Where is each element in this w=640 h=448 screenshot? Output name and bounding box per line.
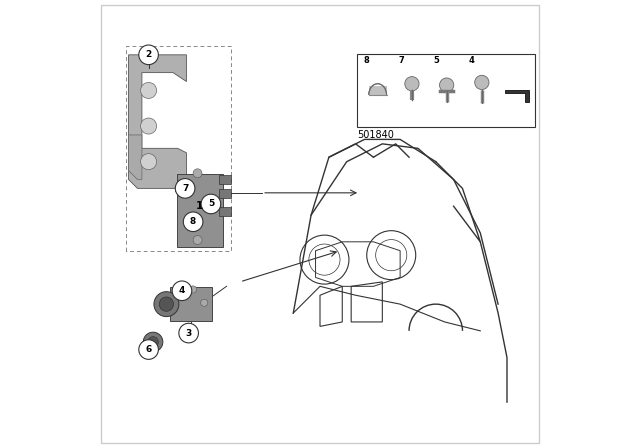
FancyBboxPatch shape (357, 54, 534, 127)
Circle shape (141, 82, 157, 99)
Circle shape (141, 154, 157, 170)
Polygon shape (505, 90, 529, 102)
Text: 7: 7 (182, 184, 188, 193)
Polygon shape (369, 86, 387, 95)
Text: 4: 4 (179, 286, 185, 295)
Text: 5: 5 (433, 56, 439, 65)
Circle shape (139, 45, 158, 65)
Text: 6: 6 (145, 345, 152, 354)
Text: 7: 7 (399, 56, 404, 65)
Circle shape (193, 169, 202, 178)
Circle shape (141, 118, 157, 134)
FancyBboxPatch shape (220, 189, 232, 198)
Circle shape (154, 292, 179, 317)
Polygon shape (129, 135, 142, 180)
Text: 8: 8 (190, 217, 196, 226)
Circle shape (475, 75, 489, 90)
Circle shape (175, 179, 195, 198)
Text: 8: 8 (364, 56, 369, 65)
Circle shape (189, 286, 196, 293)
Circle shape (143, 332, 163, 352)
FancyBboxPatch shape (220, 207, 232, 215)
Circle shape (159, 297, 173, 311)
Circle shape (405, 77, 419, 91)
Text: 4: 4 (468, 56, 474, 65)
Text: 3: 3 (186, 328, 192, 338)
FancyBboxPatch shape (220, 176, 232, 185)
Circle shape (440, 78, 454, 92)
Circle shape (183, 212, 203, 232)
Polygon shape (129, 55, 186, 188)
Circle shape (139, 340, 158, 359)
Circle shape (148, 336, 158, 347)
Circle shape (172, 281, 192, 301)
Text: 2: 2 (145, 50, 152, 59)
FancyBboxPatch shape (177, 174, 223, 247)
FancyBboxPatch shape (170, 287, 212, 321)
Text: 501840: 501840 (357, 130, 394, 140)
Text: 1: 1 (196, 201, 204, 211)
Circle shape (201, 194, 221, 214)
Circle shape (201, 299, 208, 306)
Circle shape (193, 236, 202, 245)
Text: 5: 5 (208, 199, 214, 208)
Circle shape (179, 323, 198, 343)
